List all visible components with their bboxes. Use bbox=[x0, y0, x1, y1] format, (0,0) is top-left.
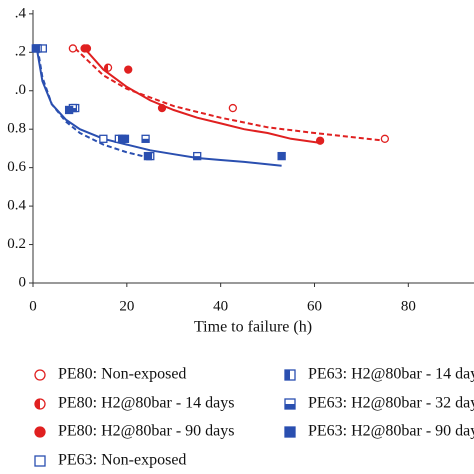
marker-shape bbox=[68, 44, 78, 53]
marker bbox=[34, 398, 46, 410]
marker bbox=[82, 44, 92, 53]
marker bbox=[284, 398, 296, 410]
y-tick-label: 0.4 bbox=[7, 198, 26, 214]
y-tick-label: 0.2 bbox=[7, 236, 26, 252]
fit-curve bbox=[36, 48, 151, 159]
x-axis-label: Time to failure (h) bbox=[194, 319, 312, 336]
marker-shape bbox=[31, 44, 40, 53]
marker bbox=[284, 426, 296, 438]
marker-shape bbox=[143, 151, 153, 161]
y-tick-label: 0.8 bbox=[7, 121, 26, 137]
marker-half bbox=[104, 64, 109, 72]
y-tick-label: 0 bbox=[19, 274, 27, 290]
x-tick-label: 20 bbox=[119, 298, 134, 314]
marker-shape bbox=[120, 134, 130, 143]
marker bbox=[99, 134, 108, 143]
marker bbox=[228, 103, 238, 113]
marker bbox=[64, 105, 74, 115]
marker bbox=[34, 369, 46, 381]
marker-shape bbox=[315, 136, 325, 145]
marker-half bbox=[285, 404, 295, 409]
marker-half bbox=[142, 138, 150, 143]
marker-shape bbox=[34, 455, 46, 467]
legend-label: PE80: Non-exposed bbox=[58, 366, 186, 383]
legend-label: PE63: Non-exposed bbox=[58, 452, 186, 469]
marker-half bbox=[285, 370, 290, 380]
marker bbox=[193, 151, 202, 161]
marker-half bbox=[35, 399, 40, 409]
legend-label: PE63: H2@80bar - 90 days bbox=[308, 423, 474, 440]
x-tick-label: 60 bbox=[307, 298, 322, 314]
marker bbox=[380, 134, 390, 143]
marker bbox=[277, 151, 286, 161]
fit-curve bbox=[83, 47, 320, 144]
marker-shape bbox=[228, 103, 238, 113]
fit-curve bbox=[74, 47, 386, 142]
x-tick-label: 40 bbox=[213, 298, 228, 314]
marker bbox=[315, 136, 325, 145]
legend-label: PE80: H2@80bar - 90 days bbox=[58, 423, 235, 440]
legend-label: PE63: H2@80bar - 14 days bbox=[308, 366, 474, 383]
marker bbox=[31, 44, 40, 53]
marker-shape bbox=[82, 44, 92, 53]
marker bbox=[143, 151, 153, 161]
marker-shape bbox=[99, 134, 108, 143]
marker-shape bbox=[157, 103, 167, 113]
marker bbox=[124, 65, 133, 74]
x-tick-label: 80 bbox=[401, 298, 416, 314]
marker bbox=[284, 369, 296, 381]
marker-half bbox=[118, 135, 123, 143]
y-tick-label: .2 bbox=[15, 44, 26, 60]
marker-shape bbox=[34, 426, 46, 438]
marker-shape bbox=[277, 151, 286, 161]
marker bbox=[120, 134, 130, 143]
marker-shape bbox=[34, 369, 46, 381]
marker bbox=[157, 103, 167, 113]
marker bbox=[103, 63, 113, 72]
legend-label: PE80: H2@80bar - 14 days bbox=[58, 395, 235, 412]
marker-shape bbox=[64, 105, 74, 115]
marker-half bbox=[193, 156, 201, 160]
marker bbox=[34, 455, 46, 467]
y-tick-label: 0.6 bbox=[7, 159, 26, 175]
legend-label: PE63: H2@80bar - 32 days bbox=[308, 395, 474, 412]
y-tick-label: .4 bbox=[15, 5, 27, 21]
marker-shape bbox=[284, 426, 296, 438]
marker bbox=[34, 426, 46, 438]
marker-shape bbox=[124, 65, 133, 74]
x-tick-label: 0 bbox=[29, 298, 37, 314]
marker bbox=[68, 44, 78, 53]
marker bbox=[141, 134, 150, 143]
marker-shape bbox=[380, 134, 390, 143]
y-tick-label: .0 bbox=[15, 82, 26, 98]
